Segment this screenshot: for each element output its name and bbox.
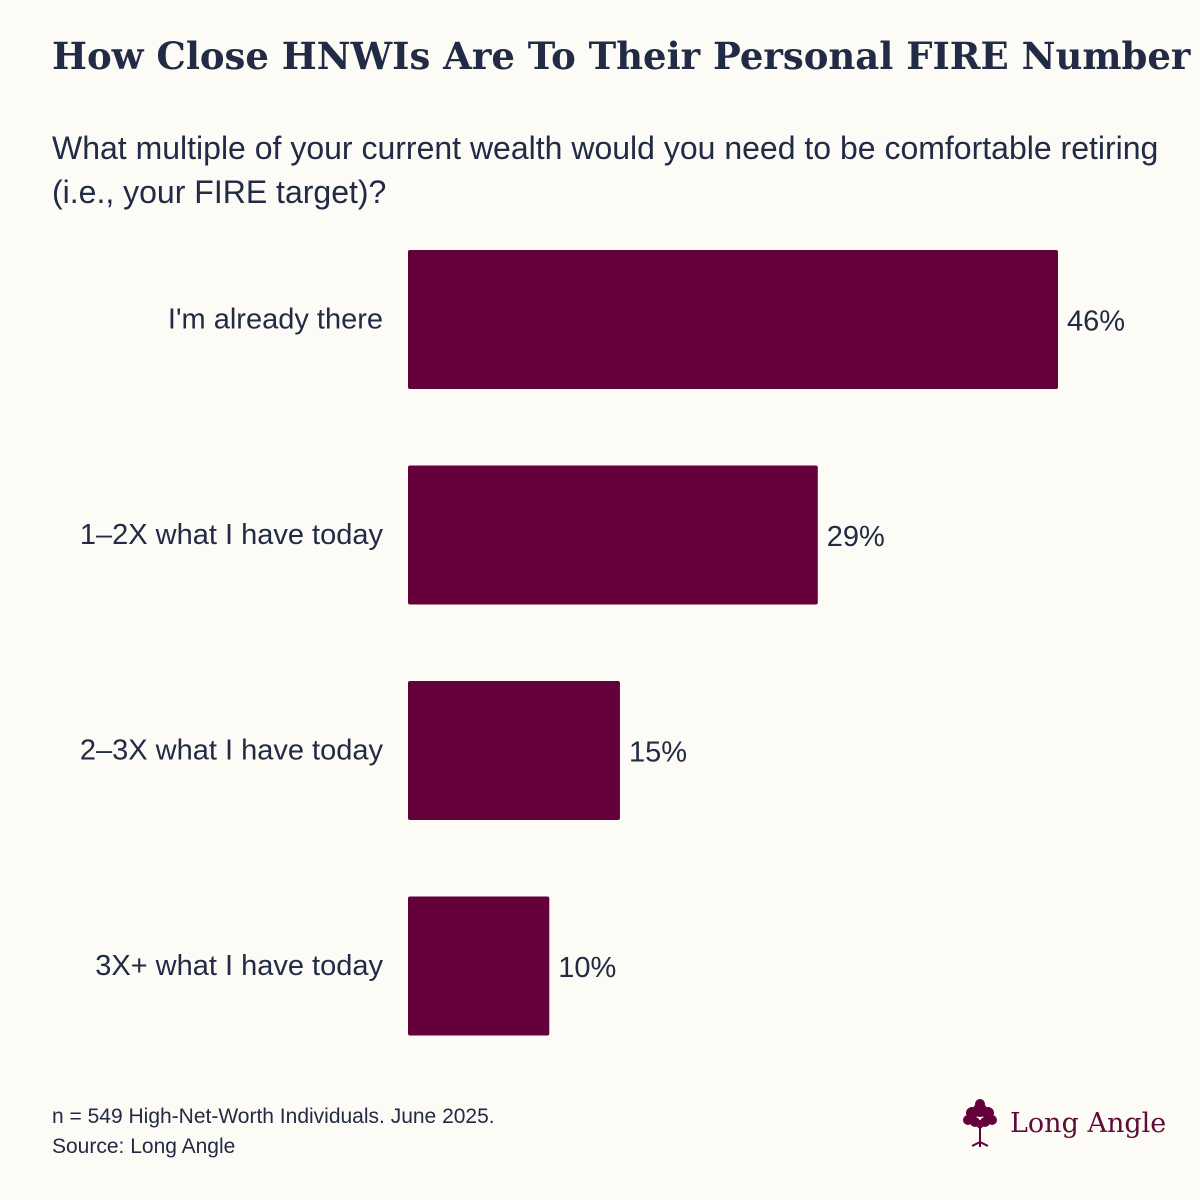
- category-label-1: 1–2X what I have today: [80, 519, 384, 551]
- category-label-3: 3X+ what I have today: [95, 950, 383, 982]
- bar-3: [408, 896, 550, 1036]
- bar-0: [408, 250, 1058, 389]
- long-angle-logo: Long Angle: [960, 1098, 1166, 1148]
- value-label-1: 29%: [827, 521, 885, 553]
- category-label-2: 2–3X what I have today: [80, 735, 384, 767]
- sample-note: n = 549 High-Net-Worth Individuals. June…: [52, 1105, 495, 1128]
- bar-1: [408, 465, 818, 605]
- value-label-3: 10%: [558, 952, 616, 984]
- tree-icon: [963, 1099, 997, 1147]
- category-label-0: I'm already there: [168, 304, 383, 336]
- bar-chart: I'm already there 46% 1–2X what I have tod…: [80, 250, 1125, 1036]
- value-label-0: 46%: [1067, 306, 1125, 338]
- value-label-2: 15%: [629, 737, 687, 769]
- footer-notes: n = 549 High-Net-Worth Individuals. June…: [52, 1102, 495, 1162]
- chart-title: How Close HNWIs Are To Their Personal FI…: [52, 34, 1191, 78]
- source-note: Source: Long Angle: [52, 1135, 236, 1158]
- bar-2: [408, 681, 620, 820]
- logo-text: Long Angle: [1010, 1107, 1167, 1139]
- chart-subtitle: What multiple of your current wealth wou…: [52, 130, 1159, 210]
